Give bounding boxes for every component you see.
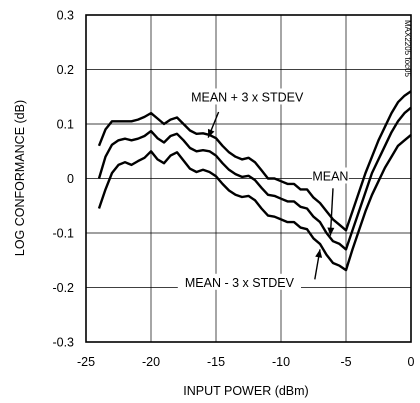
x-tick-label: -20 — [142, 355, 160, 369]
annotations: MEAN + 3 x STDEV MEAN MEAN - 3 x STDEV — [177, 88, 349, 290]
part-number: MAX2205 toc05 — [403, 20, 412, 77]
series-line — [97, 106, 412, 251]
x-tick-label: -5 — [340, 355, 351, 369]
annotation-label: MEAN — [312, 170, 348, 184]
x-tick-labels: -25 -20 -15 -10 -5 0 — [77, 355, 415, 369]
annotation-label: MEAN - 3 x STDEV — [185, 276, 295, 290]
y-tick-label: -0.1 — [52, 227, 74, 241]
y-tick-label: 0.2 — [57, 63, 74, 77]
x-tick-label: 0 — [408, 355, 415, 369]
x-axis-label: INPUT POWER (dBm) — [183, 384, 308, 398]
annotation-arrow-head — [315, 249, 323, 258]
annotation-bg — [177, 273, 301, 290]
x-tick-label: -25 — [77, 355, 95, 369]
y-tick-label: 0.1 — [57, 118, 74, 132]
grid — [85, 14, 412, 343]
annotation-label: MEAN + 3 x STDEV — [191, 90, 304, 104]
y-tick-label: -0.2 — [52, 281, 74, 295]
series-line — [97, 90, 412, 232]
y-tick-label: -0.3 — [52, 336, 74, 350]
annotation-bg — [185, 88, 309, 105]
series-group — [97, 90, 412, 272]
plot-frame — [85, 14, 412, 343]
y-tick-label: 0 — [67, 172, 74, 186]
x-tick-label: -10 — [272, 355, 290, 369]
y-axis-label: LOG CONFORMANCE (dB) — [13, 100, 27, 256]
series-line — [97, 133, 412, 272]
y-tick-label: 0.3 — [57, 9, 74, 23]
annotation-arrow-head — [207, 128, 215, 138]
annotation-arrow-head — [327, 227, 335, 236]
y-tick-labels: -0.3 -0.2 -0.1 0 0.1 0.2 0.3 — [52, 9, 74, 350]
annotation-bg — [312, 167, 349, 184]
x-tick-label: -15 — [207, 355, 225, 369]
